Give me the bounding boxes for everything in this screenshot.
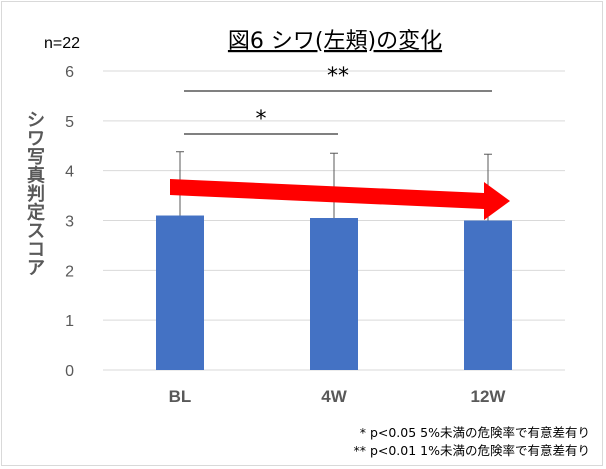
y-axis-label-char: 写 [27,147,45,168]
x-tick-label: BL [169,387,192,406]
chart-title: 図6 シワ(左頬)の変化 [228,29,442,54]
y-tick-label: 3 [65,214,74,231]
y-axis-label-char: シ [27,110,45,131]
bar-4w [310,218,358,370]
significance-notes: * p<0.05 5%未満の危険率で有意差有り ** p<0.01 1%未満の危険… [353,425,590,458]
bar-bl [156,215,204,370]
y-tick-label: 6 [65,64,74,81]
y-tick-label: 1 [65,313,74,330]
y-axis-ticks: 0 1 2 3 4 5 6 [65,64,74,380]
y-tick-label: 2 [65,263,74,280]
y-axis-label-char: ア [27,258,45,279]
significance-note: ** p<0.01 1%未満の危険率で有意差有り [353,443,590,458]
significance-note: * p<0.05 5%未満の危険率で有意差有り [360,425,590,440]
x-tick-label: 12W [471,387,507,406]
y-axis-label-char: コ [27,240,45,261]
trend-arrow [170,179,510,220]
y-tick-label: 4 [65,164,74,181]
trend-arrow-shape [170,179,510,220]
significance-label: ** [327,64,349,89]
y-axis-label-char: ワ [27,129,45,150]
significance-brackets: *** [184,64,492,135]
y-axis-label-char: ス [27,221,45,242]
y-axis-label-char: 定 [27,202,45,224]
y-tick-label: 0 [65,363,74,380]
y-axis-label-char: 判 [27,184,45,205]
y-tick-label: 5 [65,114,74,131]
y-axis-label-char: 真 [27,165,45,187]
significance-label: * [256,107,267,132]
bars [156,215,512,370]
x-axis-ticks: BL 4W 12W [169,387,507,406]
sample-size-label: n=22 [44,35,80,52]
bar-12w [464,220,512,370]
x-tick-label: 4W [321,387,347,406]
